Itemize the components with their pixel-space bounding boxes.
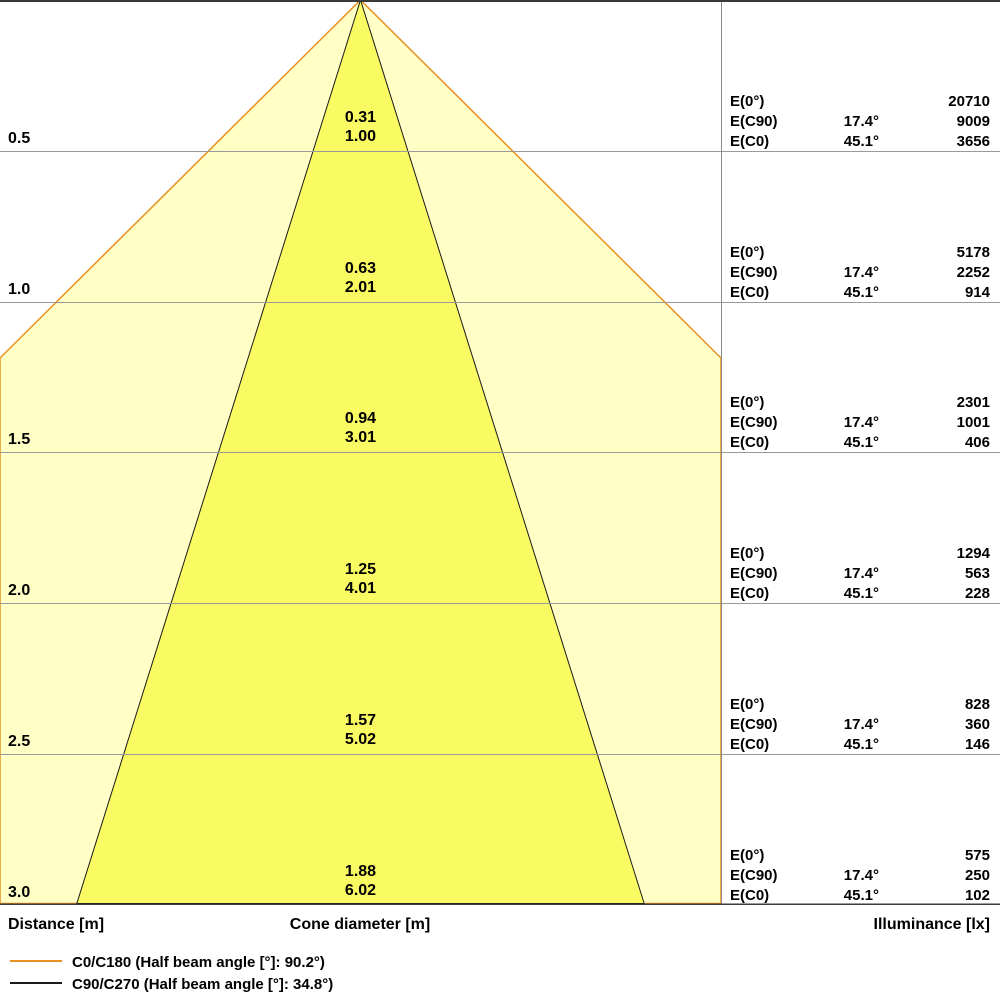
beam-angle-value: 45.1° bbox=[843, 284, 879, 301]
beam-angle-value: 17.4° bbox=[843, 264, 879, 281]
illuminance-value: 9009 bbox=[956, 113, 990, 130]
illuminance-value: 406 bbox=[964, 434, 990, 451]
legend-label-c0-c180: C0/C180 (Half beam angle [°]: 90.2°) bbox=[72, 954, 325, 971]
illuminance-row-label: E(C0) bbox=[730, 434, 770, 451]
illuminance-value: 360 bbox=[964, 716, 990, 733]
illuminance-row-label: E(0°) bbox=[730, 847, 765, 864]
x-axis-label-illuminance: Illuminance [lx] bbox=[873, 916, 990, 933]
illuminance-value: 250 bbox=[964, 867, 990, 884]
cone-diameter-c0-value: 1.00 bbox=[344, 128, 377, 145]
cone-diameter-c90-value: 1.88 bbox=[344, 863, 377, 880]
beam-angle-value: 17.4° bbox=[843, 565, 879, 582]
legend-line-c90-c270-icon bbox=[10, 982, 62, 984]
illuminance-value: 3656 bbox=[956, 133, 990, 150]
illuminance-row-label: E(0°) bbox=[730, 545, 765, 562]
illuminance-row-label: E(C90) bbox=[730, 264, 778, 281]
cone-diameter-c90-value: 0.63 bbox=[344, 260, 377, 277]
distance-label: 3.0 bbox=[8, 884, 31, 901]
beam-angle-value: 17.4° bbox=[843, 113, 879, 130]
beam-angle-value: 45.1° bbox=[843, 434, 879, 451]
cone-diameter-c90-value: 0.31 bbox=[344, 109, 377, 126]
illuminance-row-label: E(0°) bbox=[730, 244, 765, 261]
illuminance-value: 102 bbox=[964, 887, 990, 904]
illuminance-row-label: E(C0) bbox=[730, 736, 770, 753]
cone-diameter-c0-value: 2.01 bbox=[344, 279, 377, 296]
beam-angle-value: 45.1° bbox=[843, 736, 879, 753]
illuminance-value: 575 bbox=[964, 847, 990, 864]
beam-angle-value: 45.1° bbox=[843, 133, 879, 150]
distance-label: 1.5 bbox=[8, 431, 31, 448]
beam-angle-value: 17.4° bbox=[843, 716, 879, 733]
legend-line-c0-c180-icon bbox=[10, 960, 62, 962]
cone-diameter-c0-value: 6.02 bbox=[344, 882, 377, 899]
illuminance-row-label: E(0°) bbox=[730, 696, 765, 713]
legend-label-c90-c270: C90/C270 (Half beam angle [°]: 34.8°) bbox=[72, 976, 334, 993]
x-axis-label-cone-diameter: Cone diameter [m] bbox=[289, 916, 431, 933]
distance-label: 1.0 bbox=[8, 281, 31, 298]
illuminance-value: 828 bbox=[964, 696, 990, 713]
illuminance-value: 1294 bbox=[956, 545, 990, 562]
cone-diameter-c0-value: 3.01 bbox=[344, 429, 377, 446]
cone-diagram-canvas bbox=[0, 0, 1000, 905]
distance-label: 2.0 bbox=[8, 582, 31, 599]
illuminance-value: 914 bbox=[964, 284, 990, 301]
illuminance-row-label: E(C0) bbox=[730, 284, 770, 301]
beam-angle-value: 45.1° bbox=[843, 585, 879, 602]
cone-diameter-c90-value: 1.57 bbox=[344, 712, 377, 729]
illuminance-value: 2252 bbox=[956, 264, 990, 281]
illuminance-value: 5178 bbox=[956, 244, 990, 261]
illuminance-row-label: E(C90) bbox=[730, 113, 778, 130]
beam-angle-value: 17.4° bbox=[843, 867, 879, 884]
cone-diameter-c0-value: 4.01 bbox=[344, 580, 377, 597]
beam-angle-value: 45.1° bbox=[843, 887, 879, 904]
distance-label: 2.5 bbox=[8, 733, 31, 750]
illuminance-value: 2301 bbox=[956, 394, 990, 411]
illuminance-row-label: E(C0) bbox=[730, 133, 770, 150]
illuminance-value: 146 bbox=[964, 736, 990, 753]
illuminance-value: 228 bbox=[964, 585, 990, 602]
illuminance-row-label: E(C90) bbox=[730, 414, 778, 431]
illuminance-row-label: E(C0) bbox=[730, 585, 770, 602]
illuminance-row-label: E(C90) bbox=[730, 565, 778, 582]
illuminance-row-label: E(C90) bbox=[730, 867, 778, 884]
illuminance-row-label: E(C0) bbox=[730, 887, 770, 904]
chart-top-border bbox=[0, 0, 1000, 2]
distance-label: 0.5 bbox=[8, 130, 31, 147]
beam-angle-value: 17.4° bbox=[843, 414, 879, 431]
illuminance-value: 1001 bbox=[956, 414, 990, 431]
cone-diameter-c90-value: 1.25 bbox=[344, 561, 377, 578]
x-axis-label-distance: Distance [m] bbox=[8, 916, 105, 933]
illuminance-row-label: E(0°) bbox=[730, 93, 765, 110]
chart-bottom-border bbox=[0, 903, 1000, 905]
cone-diameter-c0-value: 5.02 bbox=[344, 731, 377, 748]
illuminance-row-label: E(C90) bbox=[730, 716, 778, 733]
illuminance-value: 563 bbox=[964, 565, 990, 582]
distance-grid-lines bbox=[0, 151, 1000, 755]
illuminance-value: 20710 bbox=[948, 93, 990, 110]
cone-diameter-c90-value: 0.94 bbox=[344, 410, 377, 427]
illuminance-row-label: E(0°) bbox=[730, 394, 765, 411]
